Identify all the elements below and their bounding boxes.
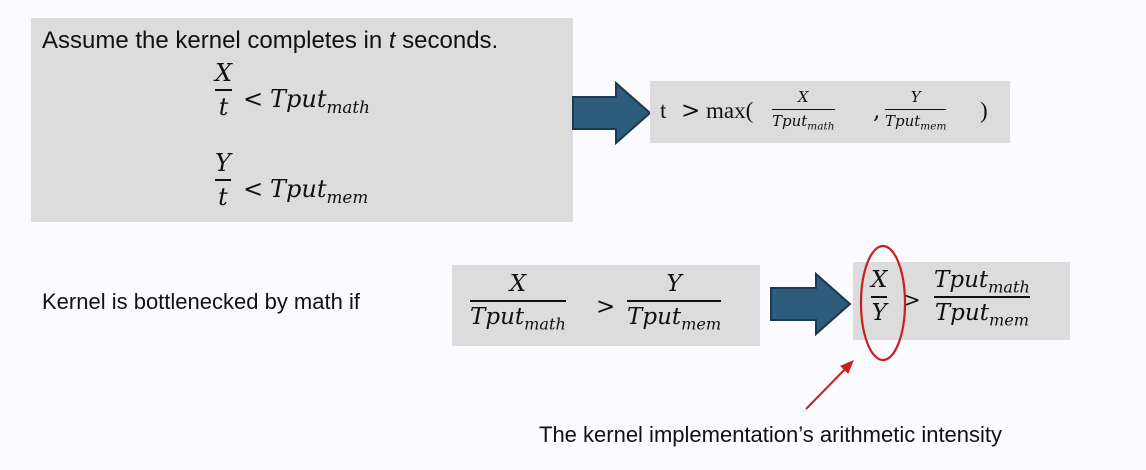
assumption-heading: Assume the kernel completes in t seconds… (42, 27, 498, 55)
intensity-left-denominator: Y (871, 299, 887, 326)
assumption-heading-prefix: Assume the kernel completes in (42, 27, 389, 54)
intensity-right-num-sub: math (988, 277, 1030, 297)
ineq2-numerator: Y (215, 149, 231, 177)
annotation-text: The kernel implementation’s arithmetic i… (539, 422, 1003, 447)
ineq2-denominator: t (218, 182, 228, 211)
ineq1-rhs: Tputmath (270, 85, 370, 115)
ineq2-rhs-sub: mem (326, 186, 369, 207)
result-frac2-denominator: Tputmem (885, 112, 947, 133)
condition-frac1-bar (470, 300, 566, 302)
condition-frac2-den-sub: mem (681, 314, 722, 334)
result-frac2-bar (885, 108, 947, 110)
ineq2-fraction: Y t (215, 150, 231, 210)
intensity-relation: > (903, 288, 921, 312)
right-arrow-icon (572, 80, 652, 146)
pointer-arrowhead-icon (840, 360, 854, 374)
ineq1-numerator: X (215, 59, 233, 87)
intensity-left-numerator: X (871, 267, 888, 293)
assumption-heading-suffix: seconds. (395, 27, 499, 54)
right-arrow-icon (770, 271, 852, 337)
condition-frac2-denominator: Tputmem (627, 303, 722, 334)
condition-box (452, 265, 760, 346)
result-frac2-numerator: Y (910, 88, 921, 106)
result-frac2-den-sub: mem (920, 120, 947, 133)
condition-label: Kernel is bottlenecked by math if (42, 289, 360, 314)
intensity-right-num-base: Tput (934, 267, 989, 293)
ineq1-denominator: t (218, 92, 229, 121)
condition-relation: > (596, 294, 616, 320)
result-function: max( (706, 98, 754, 123)
result-fraction-1: X Tputmath (772, 88, 835, 133)
result-comma: , (873, 98, 881, 124)
condition-frac1-denominator: Tputmath (470, 303, 566, 334)
condition-frac2-bar (627, 300, 722, 302)
ineq1-fraction: X t (215, 59, 233, 121)
condition-frac2-den-base: Tput (627, 303, 682, 330)
ineq2-fraction-bar (215, 179, 231, 181)
condition-frac1-den-base: Tput (470, 303, 525, 330)
condition-fraction-1: X Tputmath (470, 271, 566, 334)
result-frac1-numerator: X (797, 88, 809, 106)
condition-frac1-numerator: X (509, 271, 527, 297)
condition-frac1-den-sub: math (524, 314, 566, 334)
intensity-fraction-left: X Y (871, 267, 888, 326)
result-relation: > (681, 98, 701, 124)
condition-frac2-numerator: Y (666, 271, 682, 297)
intensity-fraction-right: Tputmath Tputmem (934, 267, 1030, 330)
result-frac1-den-sub: math (807, 120, 835, 133)
intensity-left-bar (871, 296, 888, 298)
intensity-right-bar (934, 296, 1030, 298)
intensity-right-den-sub: mem (988, 310, 1029, 330)
result-box (650, 81, 1010, 143)
intensity-right-numerator: Tputmath (934, 267, 1030, 295)
intensity-box (853, 262, 1070, 340)
ineq2-rhs: Tputmem (270, 175, 368, 205)
result-fraction-2: Y Tputmem (885, 88, 947, 133)
ineq1-relation: < (243, 85, 264, 113)
result-frac1-denominator: Tputmath (772, 112, 835, 133)
result-frac2-den-base: Tput (885, 112, 921, 130)
assumption-box (31, 18, 573, 222)
intensity-right-denominator: Tputmem (934, 299, 1029, 330)
result-lhs: t (660, 98, 667, 123)
highlight-circle (859, 244, 907, 362)
ineq1-rhs-base: Tput (270, 85, 327, 113)
result-close-paren: ) (980, 98, 988, 123)
ineq2-relation: < (243, 175, 264, 203)
ineq1-rhs-sub: math (326, 96, 370, 117)
pointer-line (805, 362, 852, 410)
result-frac1-den-base: Tput (772, 112, 808, 130)
intensity-right-den-base: Tput (934, 299, 989, 326)
ineq1-fraction-bar (215, 89, 233, 91)
assumption-heading-var: t (388, 27, 396, 54)
ineq2-rhs-base: Tput (270, 175, 327, 203)
result-frac1-bar (772, 108, 835, 110)
condition-fraction-2: Y Tputmem (627, 271, 722, 334)
